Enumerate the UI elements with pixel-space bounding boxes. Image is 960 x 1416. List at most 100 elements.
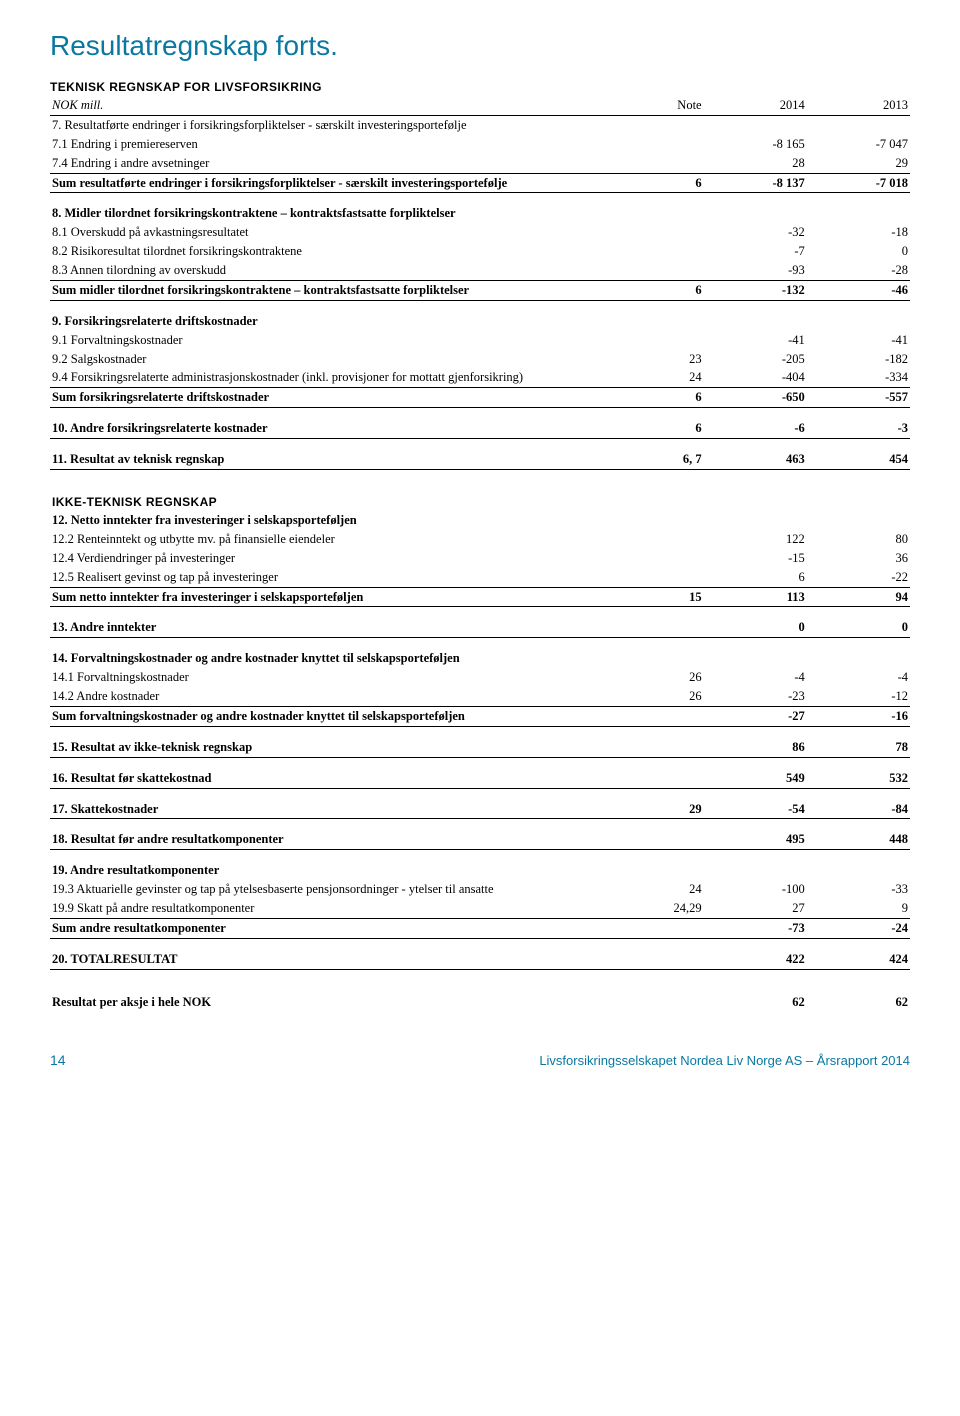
row-val-2014 [704,312,807,331]
table-row: 19.9 Skatt på andre resultatkomponenter2… [50,899,910,918]
row-label: Resultat per aksje i hele NOK [50,993,635,1012]
table-row: 19.3 Aktuarielle gevinster og tap på yte… [50,880,910,899]
table-row: 12. Netto inntekter fra investeringer i … [50,511,910,530]
row-label: 20. TOTALRESULTAT [50,950,635,969]
row-val-2014: 113 [704,587,807,607]
row-val-2014: -132 [704,280,807,300]
row-label: 19. Andre resultatkomponenter [50,861,635,880]
row-val-2013 [807,312,910,331]
table-row: Sum resultatførte endringer i forsikring… [50,173,910,193]
row-val-2014: -54 [704,800,807,819]
table-row: Sum forvaltningskostnader og andre kostn… [50,706,910,726]
row-val-2014: -73 [704,918,807,938]
row-note: 23 [635,350,704,369]
table-row: 20. TOTALRESULTAT422424 [50,950,910,969]
row-val-2014 [704,649,807,668]
row-val-2014: -7 [704,242,807,261]
row-label: 7. Resultatførte endringer i forsikrings… [50,115,635,134]
row-val-2014: -93 [704,261,807,280]
table-row: 17. Skattekostnader29-54-84 [50,800,910,819]
row-val-2014: -100 [704,880,807,899]
row-val-2014 [704,861,807,880]
row-label: 8.2 Risikoresultat tilordnet forsikrings… [50,242,635,261]
row-val-2014: 122 [704,530,807,549]
header-year-2: 2013 [807,96,910,115]
table-row: 9. Forsikringsrelaterte driftskostnader [50,312,910,331]
table-row: 18. Resultat før andre resultatkomponent… [50,830,910,849]
income-statement-table: NOK mill. Note 2014 2013 7. Resultatført… [50,96,910,1012]
row-label: 13. Andre inntekter [50,618,635,637]
row-note [635,950,704,969]
row-note [635,242,704,261]
row-val-2013 [807,861,910,880]
row-val-2013: 9 [807,899,910,918]
row-note [635,312,704,331]
row-note [635,568,704,587]
row-note: 24 [635,880,704,899]
row-val-2013: -7 047 [807,135,910,154]
header-year-1: 2014 [704,96,807,115]
row-val-2013: -84 [807,800,910,819]
table-row: 8.2 Risikoresultat tilordnet forsikrings… [50,242,910,261]
row-note [635,115,704,134]
row-label: 19.9 Skatt på andre resultatkomponenter [50,899,635,918]
row-label: 9.1 Forvaltningskostnader [50,331,635,350]
row-label: 8.1 Overskudd på avkastningsresultatet [50,223,635,242]
section-heading-teknisk: TEKNISK REGNSKAP FOR LIVSFORSIKRING [50,80,910,94]
row-val-2014: 549 [704,769,807,788]
table-row: 9.4 Forsikringsrelaterte administrasjons… [50,368,910,387]
row-note [635,618,704,637]
row-val-2013: -557 [807,388,910,408]
row-label: 9. Forsikringsrelaterte driftskostnader [50,312,635,331]
row-label: Sum netto inntekter fra investeringer i … [50,587,635,607]
row-val-2013: -7 018 [807,173,910,193]
row-val-2013: 424 [807,950,910,969]
row-val-2013: -18 [807,223,910,242]
row-note [635,511,704,530]
row-note [635,918,704,938]
table-row: 15. Resultat av ikke-teknisk regnskap867… [50,738,910,757]
row-label: 11. Resultat av teknisk regnskap [50,450,635,469]
row-label: 19.3 Aktuarielle gevinster og tap på yte… [50,880,635,899]
table-row: 8.1 Overskudd på avkastningsresultatet-3… [50,223,910,242]
row-note [635,530,704,549]
row-val-2013: -24 [807,918,910,938]
row-note: 26 [635,687,704,706]
table-row: Sum andre resultatkomponenter -73-24 [50,918,910,938]
table-row: 7.1 Endring i premiereserven-8 165-7 047 [50,135,910,154]
row-note: 15 [635,587,704,607]
row-label: 10. Andre forsikringsrelaterte kostnader [50,419,635,438]
table-row: Sum midler tilordnet forsikringskontrakt… [50,280,910,300]
table-row: 14.2 Andre kostnader26-23-12 [50,687,910,706]
row-label: Sum resultatførte endringer i forsikring… [50,173,635,193]
row-val-2014 [704,511,807,530]
table-row: 19. Andre resultatkomponenter [50,861,910,880]
row-val-2014: -650 [704,388,807,408]
row-val-2013: -22 [807,568,910,587]
row-val-2014 [704,204,807,223]
table-row: 12.5 Realisert gevinst og tap på investe… [50,568,910,587]
row-val-2013: 78 [807,738,910,757]
row-note [635,204,704,223]
header-unit: NOK mill. [50,96,635,115]
table-row: 16. Resultat før skattekostnad549532 [50,769,910,788]
table-row: 7. Resultatførte endringer i forsikrings… [50,115,910,134]
row-note: 29 [635,800,704,819]
table-row: 14. Forvaltningskostnader og andre kostn… [50,649,910,668]
row-note: 24,29 [635,899,704,918]
row-val-2014: 6 [704,568,807,587]
row-note [635,154,704,173]
row-note: 6 [635,388,704,408]
row-label: Sum midler tilordnet forsikringskontrakt… [50,280,635,300]
row-label: Sum andre resultatkomponenter [50,918,635,938]
row-val-2013 [807,115,910,134]
row-val-2014: 27 [704,899,807,918]
row-val-2014: -404 [704,368,807,387]
row-label: 16. Resultat før skattekostnad [50,769,635,788]
table-row: 10. Andre forsikringsrelaterte kostnader… [50,419,910,438]
page-title: Resultatregnskap forts. [50,30,910,62]
row-label: 7.4 Endring i andre avsetninger [50,154,635,173]
financial-statement-page: Resultatregnskap forts. TEKNISK REGNSKAP… [0,0,960,1088]
row-note [635,993,704,1012]
section-heading-row: IKKE-TEKNISK REGNSKAP [50,493,910,511]
